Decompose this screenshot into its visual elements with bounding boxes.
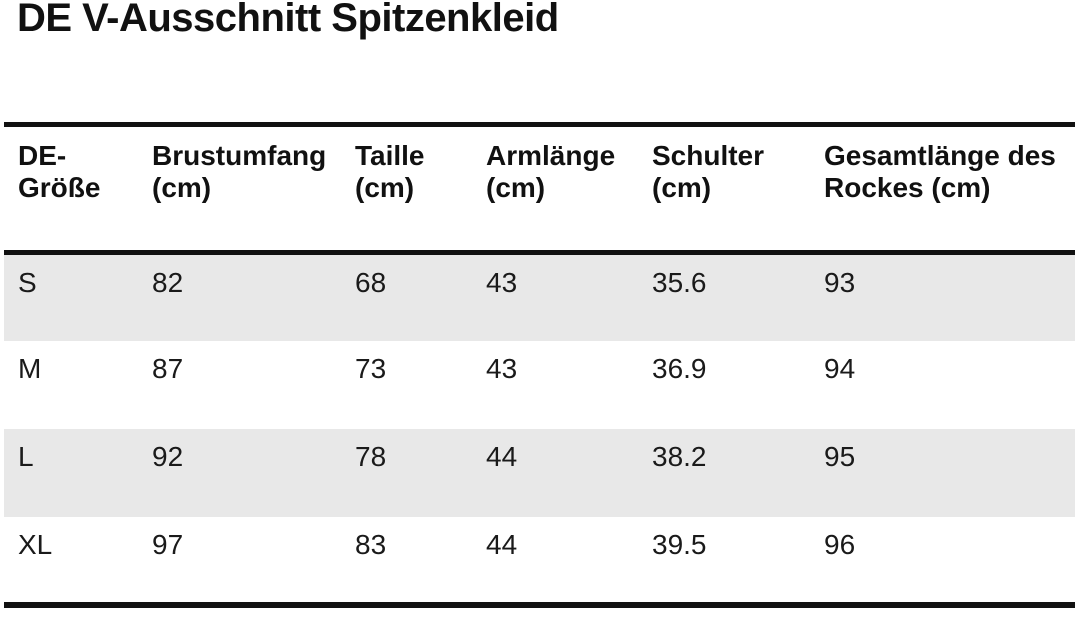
col-header-label: (cm) — [652, 172, 712, 203]
col-header-schulter: Schulter (cm) — [652, 125, 824, 253]
cell-gesamtlaenge: 95 — [824, 440, 856, 472]
cell-brustumfang: 82 — [152, 267, 184, 298]
col-header-label: Brustumfang — [152, 140, 327, 171]
col-header-gesamtlaenge: Gesamtlänge des Rockes (cm) — [824, 125, 1075, 253]
table-row-size-xl: XL 97 83 44 39.5 96 — [4, 517, 1075, 605]
table-row-size-m: M 87 73 43 36.9 94 — [4, 341, 1075, 429]
cell-size: M — [18, 352, 42, 384]
page-title: DE V-Ausschnitt Spitzenkleid — [17, 0, 559, 40]
cell-schulter: 39.5 — [652, 528, 707, 560]
cell-armlaenge: 43 — [486, 267, 518, 298]
cell-taille: 68 — [355, 267, 387, 298]
cell-schulter: 38.2 — [652, 440, 707, 472]
col-header-label: (cm) — [152, 172, 212, 203]
table-row-size-l: L 92 78 44 38.2 95 — [4, 428, 1075, 517]
col-header-brustumfang: Brustumfang (cm) — [152, 125, 355, 253]
table-header-row: DE- Größe Brustumfang (cm) Taille (cm) A… — [4, 125, 1075, 253]
col-header-label: Armlänge — [486, 140, 616, 171]
cell-taille: 73 — [355, 352, 387, 384]
cell-schulter: 35.6 — [652, 267, 707, 298]
col-header-label: Rockes (cm) — [824, 172, 991, 203]
col-header-armlaenge: Armlänge (cm) — [486, 125, 652, 253]
cell-schulter: 36.9 — [652, 352, 707, 384]
cell-gesamtlaenge: 94 — [824, 352, 856, 384]
cell-gesamtlaenge: 96 — [824, 528, 856, 560]
cell-taille: 83 — [355, 528, 387, 560]
cell-taille: 78 — [355, 440, 387, 472]
col-header-label: Taille — [355, 140, 425, 171]
col-header-label: Schulter — [652, 140, 765, 171]
col-header-taille: Taille (cm) — [355, 125, 486, 253]
cell-armlaenge: 44 — [486, 440, 518, 472]
cell-armlaenge: 44 — [486, 528, 518, 560]
cell-armlaenge: 43 — [486, 352, 518, 384]
col-header-label: (cm) — [486, 172, 546, 203]
col-header-de-groesse: DE- Größe — [4, 125, 152, 253]
cell-brustumfang: 92 — [152, 440, 184, 472]
cell-size: L — [18, 440, 34, 472]
size-chart-table-container: DE- Größe Brustumfang (cm) Taille (cm) A… — [4, 122, 1075, 608]
size-chart-table: DE- Größe Brustumfang (cm) Taille (cm) A… — [4, 122, 1075, 608]
cell-size: S — [18, 267, 37, 298]
cell-brustumfang: 97 — [152, 528, 184, 560]
col-header-label: Gesamtlänge des — [824, 140, 1056, 171]
cell-size: XL — [18, 528, 53, 560]
col-header-label: (cm) — [355, 172, 415, 203]
table-row-size-s: S 82 68 43 35.6 93 — [4, 252, 1075, 341]
cell-gesamtlaenge: 93 — [824, 267, 856, 298]
cell-brustumfang: 87 — [152, 352, 184, 384]
col-header-label: Größe — [18, 172, 101, 203]
col-header-label: DE- — [18, 140, 67, 171]
